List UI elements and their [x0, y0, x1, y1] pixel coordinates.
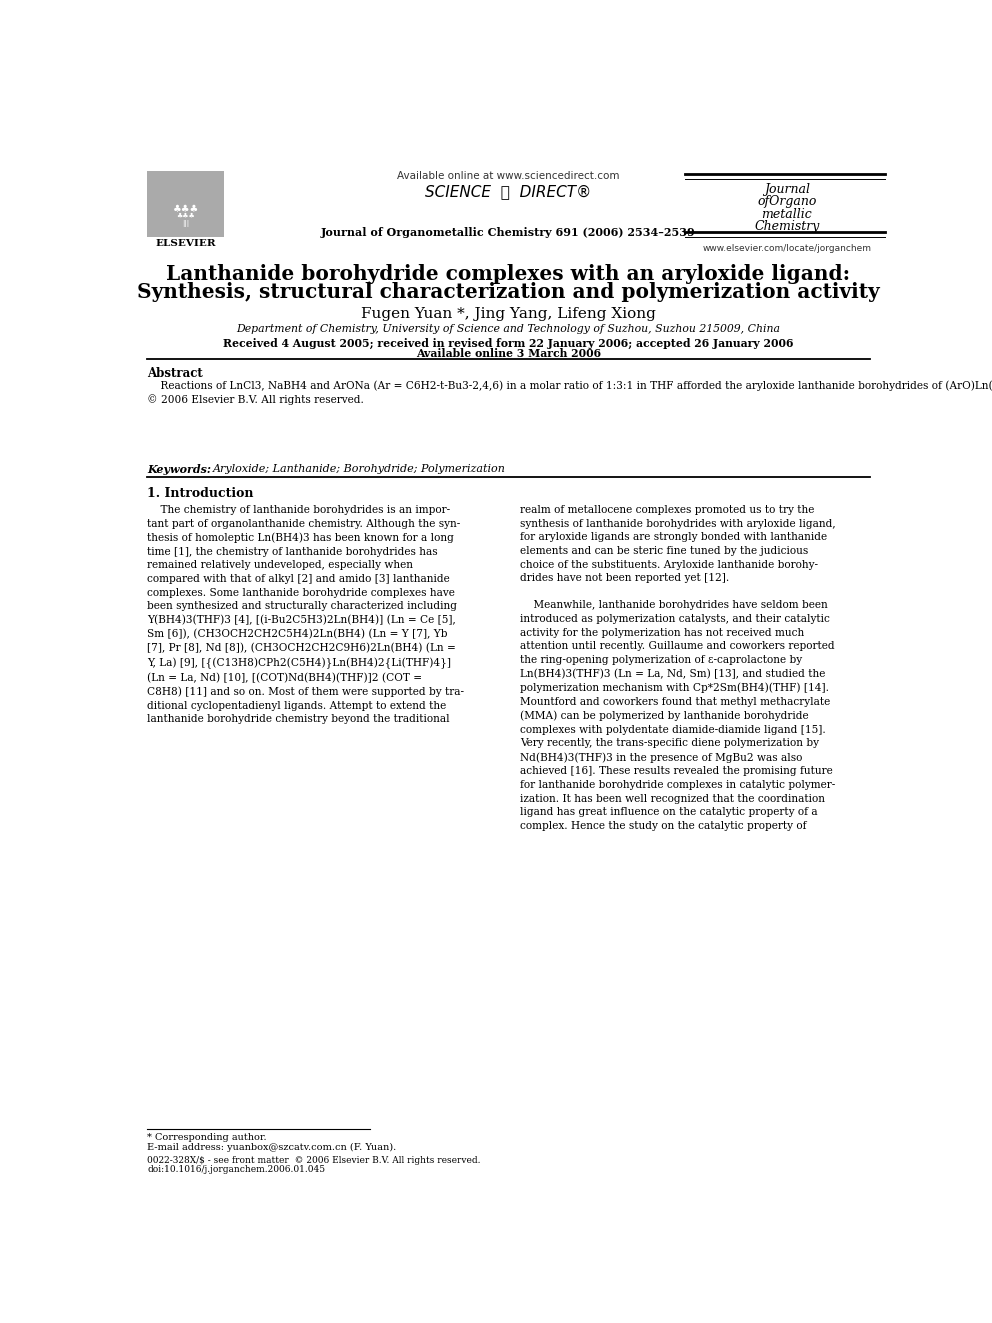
Text: realm of metallocene complexes promoted us to try the
synthesis of lanthanide bo: realm of metallocene complexes promoted …	[520, 505, 835, 831]
Text: Abstract: Abstract	[147, 366, 202, 380]
Text: |||: |||	[182, 220, 189, 226]
Text: Keywords:: Keywords:	[147, 464, 219, 475]
Bar	[147, 171, 224, 237]
Text: Available online 3 March 2006: Available online 3 March 2006	[416, 348, 601, 360]
Text: Fugen Yuan *, Jing Yang, Lifeng Xiong: Fugen Yuan *, Jing Yang, Lifeng Xiong	[361, 307, 656, 321]
Text: Available online at www.sciencedirect.com: Available online at www.sciencedirect.co…	[397, 171, 620, 181]
Text: www.elsevier.com/locate/jorganchem: www.elsevier.com/locate/jorganchem	[702, 245, 871, 253]
Text: ♣♣♣: ♣♣♣	[177, 213, 194, 218]
Text: E-mail address: yuanbox@szcatv.com.cn (F. Yuan).: E-mail address: yuanbox@szcatv.com.cn (F…	[147, 1143, 397, 1152]
Text: doi:10.1016/j.jorganchem.2006.01.045: doi:10.1016/j.jorganchem.2006.01.045	[147, 1166, 325, 1175]
Text: Lanthanide borohydride complexes with an aryloxide ligand:: Lanthanide borohydride complexes with an…	[167, 263, 850, 283]
Text: 0022-328X/$ - see front matter  © 2006 Elsevier B.V. All rights reserved.: 0022-328X/$ - see front matter © 2006 El…	[147, 1156, 480, 1166]
Text: ofOrgano: ofOrgano	[757, 196, 816, 209]
Text: 1. Introduction: 1. Introduction	[147, 487, 254, 500]
Text: Chemistry: Chemistry	[754, 220, 819, 233]
Text: ♣♣♣: ♣♣♣	[173, 204, 198, 213]
Text: The chemistry of lanthanide borohydrides is an impor-
tant part of organolanthan: The chemistry of lanthanide borohydrides…	[147, 505, 464, 725]
Text: Journal of Organometallic Chemistry 691 (2006) 2534–2539: Journal of Organometallic Chemistry 691 …	[321, 228, 695, 238]
Text: Received 4 August 2005; received in revised form 22 January 2006; accepted 26 Ja: Received 4 August 2005; received in revi…	[223, 339, 794, 349]
Text: Department of Chemistry, University of Science and Technology of Suzhou, Suzhou : Department of Chemistry, University of S…	[236, 324, 781, 333]
Text: Synthesis, structural characterization and polymerization activity: Synthesis, structural characterization a…	[137, 282, 880, 302]
Text: Reactions of LnCl3, NaBH4 and ArONa (Ar = C6H2-t-Bu3-2,4,6) in a molar ratio of : Reactions of LnCl3, NaBH4 and ArONa (Ar …	[147, 380, 992, 405]
Text: ELSEVIER: ELSEVIER	[155, 239, 216, 249]
Text: SCIENCE  ⓓ  DIRECT®: SCIENCE ⓓ DIRECT®	[426, 184, 591, 200]
Text: Journal: Journal	[764, 183, 809, 196]
Text: Aryloxide; Lanthanide; Borohydride; Polymerization: Aryloxide; Lanthanide; Borohydride; Poly…	[212, 464, 505, 475]
Text: metallic: metallic	[761, 208, 812, 221]
Text: * Corresponding author.: * Corresponding author.	[147, 1132, 267, 1142]
